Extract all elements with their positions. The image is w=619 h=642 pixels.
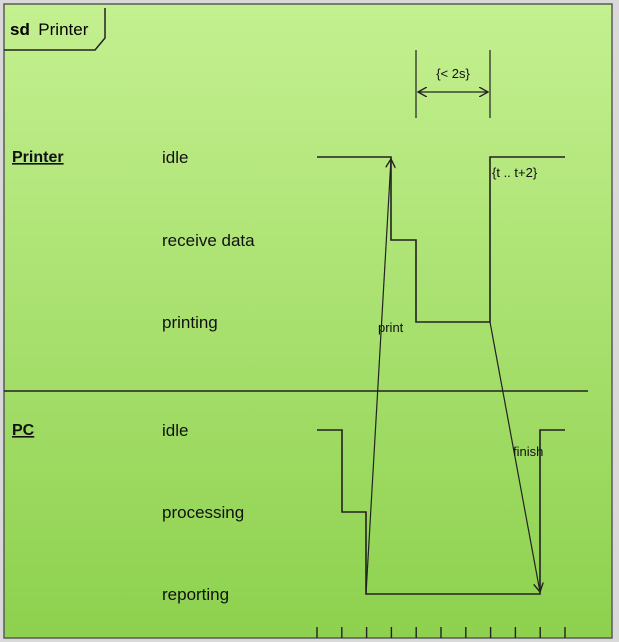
finish-message: [489, 321, 540, 592]
frame-tab: [4, 8, 106, 51]
finish-message-label: finish: [513, 444, 543, 459]
frame-kind: sd: [10, 20, 30, 39]
duration-constraint-label: {< 2s}: [436, 66, 470, 81]
lifeline-pc: PC: [12, 422, 35, 439]
diagram-frame: [3, 3, 613, 639]
printer-state-printing: printing: [162, 313, 218, 332]
printer-state-idle: idle: [162, 148, 188, 167]
frame-name: Printer: [38, 20, 88, 39]
lifeline-printer: Printer: [12, 149, 64, 166]
print-message: [365, 159, 391, 595]
time-axis-ticks: [316, 627, 566, 638]
print-message-label: print: [378, 320, 404, 335]
printer-state-receive-data: receive data: [162, 231, 255, 250]
pc-timeline: [317, 429, 565, 595]
pc-state-processing: processing: [162, 503, 244, 522]
printer-timeline: [317, 156, 565, 323]
frame-title: sd Printer: [10, 20, 89, 39]
pc-state-idle: idle: [162, 421, 188, 440]
pc-state-reporting: reporting: [162, 585, 229, 604]
timing-constraint-label: {t .. t+2}: [492, 165, 538, 180]
